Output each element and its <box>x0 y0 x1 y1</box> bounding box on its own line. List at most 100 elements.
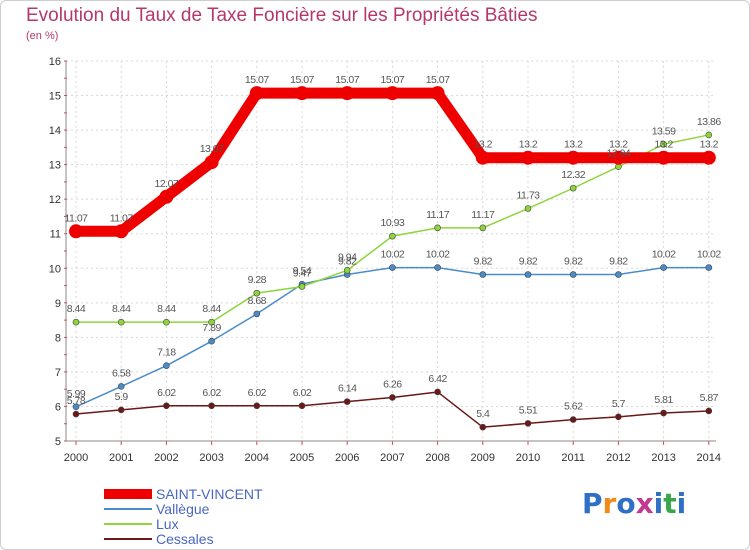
data-point <box>430 86 445 101</box>
x-tick-label: 2008 <box>425 452 449 464</box>
data-label: 15.07 <box>426 74 450 86</box>
data-point <box>389 264 396 271</box>
data-label: 5.78 <box>67 395 86 407</box>
data-label: 13.2 <box>654 139 673 151</box>
data-label: 5.99 <box>67 388 86 400</box>
data-point <box>660 409 667 417</box>
data-label: 5.62 <box>564 401 583 413</box>
data-label: 6.02 <box>157 387 176 399</box>
data-point <box>117 318 125 326</box>
data-point <box>69 224 83 239</box>
data-point <box>479 423 487 431</box>
x-tick-label: 2001 <box>109 452 133 464</box>
data-point <box>253 310 261 318</box>
data-label: 9.82 <box>338 255 357 267</box>
data-point <box>660 140 667 148</box>
logo-letter: o <box>616 487 636 520</box>
data-point <box>340 86 355 101</box>
data-point <box>163 318 170 326</box>
data-label: 10.02 <box>381 249 405 261</box>
data-point <box>208 318 215 326</box>
x-tick-label: 2004 <box>245 452 269 464</box>
data-point <box>479 224 487 232</box>
data-label: 9.47 <box>293 268 312 280</box>
data-point <box>524 271 532 278</box>
y-tick-label: 10 <box>49 263 61 275</box>
data-point <box>298 283 306 290</box>
y-tick-label: 16 <box>49 56 61 68</box>
y-tick-label: 6 <box>55 401 61 413</box>
data-point <box>569 271 577 278</box>
data-label: 9.82 <box>564 255 583 267</box>
data-point <box>72 410 80 418</box>
data-label: 12.94 <box>607 148 631 160</box>
data-point <box>566 150 581 165</box>
data-point <box>615 413 622 421</box>
data-label: 15.07 <box>335 74 359 86</box>
data-point <box>385 86 400 101</box>
legend-swatch <box>104 523 152 525</box>
data-label: 8.44 <box>67 303 86 315</box>
data-label: 10.02 <box>652 249 676 261</box>
data-point <box>72 318 80 326</box>
data-point <box>524 205 532 212</box>
data-label: 5.9 <box>115 391 129 403</box>
y-tick-label: 5 <box>55 436 61 448</box>
data-label: 9.54 <box>293 265 312 277</box>
data-point <box>208 337 215 345</box>
legend-label: Vallègue <box>156 501 210 517</box>
data-label: 8.44 <box>202 303 221 315</box>
data-label: 10.02 <box>697 249 721 261</box>
x-tick-label: 2000 <box>64 452 88 464</box>
data-point <box>434 224 441 232</box>
chart-title: Evolution du Taux de Taxe Foncière sur l… <box>26 5 538 26</box>
data-label: 5.87 <box>700 392 719 404</box>
data-label: 6.02 <box>293 387 312 399</box>
data-label: 11.17 <box>426 209 450 221</box>
proxiti-logo: Proxiti <box>582 487 686 520</box>
y-tick-label: 14 <box>49 125 61 137</box>
y-tick-label: 8 <box>55 332 61 344</box>
data-point <box>163 362 170 369</box>
data-point <box>114 224 129 239</box>
data-label: 13.2 <box>700 139 719 151</box>
y-tick-label: 13 <box>49 160 61 172</box>
y-tick-label: 7 <box>55 367 61 379</box>
data-label: 9.94 <box>338 251 357 263</box>
data-label: 8.44 <box>112 303 131 315</box>
data-point <box>343 398 351 405</box>
data-label: 5.7 <box>612 398 626 410</box>
y-tick-label: 9 <box>55 298 61 310</box>
logo-letter: x <box>635 487 654 520</box>
data-label: 5.4 <box>476 408 490 420</box>
x-tick-label: 2010 <box>516 452 540 464</box>
data-point <box>660 264 667 271</box>
data-point <box>434 264 441 271</box>
logo-letter: P <box>582 487 603 520</box>
data-label: 11.07 <box>110 212 134 224</box>
data-point <box>434 388 441 396</box>
data-label: 13.2 <box>609 139 628 151</box>
data-label: 9.28 <box>248 274 267 286</box>
data-point <box>249 86 264 101</box>
data-label: 8.44 <box>157 303 176 315</box>
data-label: 5.81 <box>654 394 673 406</box>
x-tick-label: 2006 <box>335 452 359 464</box>
chart-subtitle: (en %) <box>26 30 59 42</box>
x-tick-label: 2007 <box>380 452 404 464</box>
legend-swatch <box>104 508 152 510</box>
data-label: 5.51 <box>519 404 538 416</box>
data-point <box>569 416 577 423</box>
data-label: 8.68 <box>248 295 267 307</box>
data-label: 6.02 <box>202 387 221 399</box>
plot-area <box>66 61 716 441</box>
data-label: 6.58 <box>112 367 131 379</box>
y-tick-label: 11 <box>50 229 61 241</box>
logo-letter: i <box>676 487 687 520</box>
data-label: 9.82 <box>519 255 538 267</box>
data-label: 13.2 <box>519 139 538 151</box>
data-label: 13.2 <box>474 139 493 151</box>
legend-label: Cessales <box>156 531 214 547</box>
data-point <box>521 150 535 165</box>
